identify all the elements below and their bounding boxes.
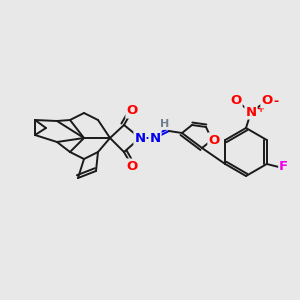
Text: +: + — [257, 104, 265, 114]
Text: N: N — [149, 131, 161, 145]
Text: -: - — [273, 94, 278, 107]
Text: O: O — [126, 160, 138, 172]
Text: F: F — [279, 160, 288, 173]
Text: H: H — [160, 119, 169, 129]
Text: O: O — [126, 104, 138, 118]
Text: O: O — [230, 94, 242, 107]
Text: O: O — [208, 134, 220, 146]
Text: N: N — [245, 106, 256, 118]
Text: N: N — [134, 131, 146, 145]
Text: O: O — [261, 94, 273, 107]
